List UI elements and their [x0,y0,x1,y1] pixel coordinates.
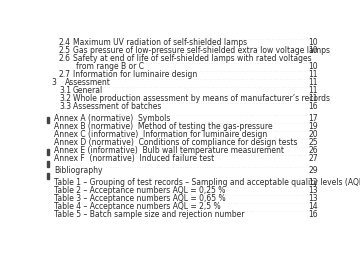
Text: 2.4: 2.4 [59,38,71,47]
Text: 16: 16 [308,102,318,111]
Text: 26: 26 [308,146,318,155]
Text: Annex E (informative)  Bulb wall temperature measurement: Annex E (informative) Bulb wall temperat… [54,146,284,155]
Text: Annex F  (normative)  Induced failure test: Annex F (normative) Induced failure test [54,154,215,163]
Text: Annex C (informative)  Information for luminaire design: Annex C (informative) Information for lu… [54,130,267,139]
Text: 11: 11 [308,70,318,79]
Bar [46,173,49,179]
Text: 11: 11 [308,86,318,95]
Bar [46,117,49,123]
Text: Bibliography: Bibliography [54,166,103,175]
Text: Table 1 – Grouping of test records – Sampling and acceptable quality levels (AQL: Table 1 – Grouping of test records – Sam… [54,178,360,187]
Text: Assessment: Assessment [65,78,111,87]
Text: Table 2 – Acceptance numbers AQL = 0,25 %: Table 2 – Acceptance numbers AQL = 0,25 … [54,186,226,195]
Text: 3: 3 [51,78,56,87]
Text: 17: 17 [308,114,318,123]
Bar [46,148,49,155]
Text: Gas pressure of low-pressure self-shielded extra low voltage lamps: Gas pressure of low-pressure self-shield… [73,46,330,55]
Text: 19: 19 [308,122,318,131]
Text: General: General [73,86,103,95]
Text: 16: 16 [308,210,318,219]
Text: 10: 10 [308,38,318,47]
Text: 3.2: 3.2 [59,94,71,103]
Text: 2.5: 2.5 [59,46,71,55]
Text: Assessment of batches: Assessment of batches [73,102,161,111]
Bar [46,161,49,167]
Text: Annex A (normative)  Symbols: Annex A (normative) Symbols [54,114,171,123]
Text: Table 3 – Acceptance numbers AQL = 0,65 %: Table 3 – Acceptance numbers AQL = 0,65 … [54,194,226,203]
Text: 11: 11 [308,94,318,103]
Text: 12: 12 [308,178,318,187]
Text: 25: 25 [308,138,318,147]
Text: 3.1: 3.1 [59,86,71,95]
Text: 2.6: 2.6 [59,54,71,63]
Text: 13: 13 [308,194,318,203]
Text: 3.3: 3.3 [59,102,71,111]
Text: 10: 10 [308,46,318,55]
Text: Information for luminaire design: Information for luminaire design [73,70,197,79]
Text: Table 5 – Batch sample size and rejection number: Table 5 – Batch sample size and rejectio… [54,210,245,219]
Text: Whole production assessment by means of manufacturer’s records: Whole production assessment by means of … [73,94,330,103]
Text: Safety at end of life of self-shielded lamps with rated voltages: Safety at end of life of self-shielded l… [73,54,311,63]
Text: 14: 14 [308,202,318,211]
Text: Maximum UV radiation of self-shielded lamps: Maximum UV radiation of self-shielded la… [73,38,247,47]
Text: 29: 29 [308,166,318,175]
Text: 11: 11 [308,78,318,87]
Text: 27: 27 [308,154,318,163]
Text: 10: 10 [308,62,318,71]
Text: Table 4 – Acceptance numbers AQL = 2,5 %: Table 4 – Acceptance numbers AQL = 2,5 % [54,202,221,211]
Text: 2.7: 2.7 [59,70,71,79]
Text: from range B or C: from range B or C [76,62,144,71]
Text: 13: 13 [308,186,318,195]
Text: Annex D (normative)  Conditions of compliance for design tests: Annex D (normative) Conditions of compli… [54,138,298,147]
Text: 20: 20 [308,130,318,139]
Text: Annex B (normative)  Method of testing the gas-pressure: Annex B (normative) Method of testing th… [54,122,273,131]
